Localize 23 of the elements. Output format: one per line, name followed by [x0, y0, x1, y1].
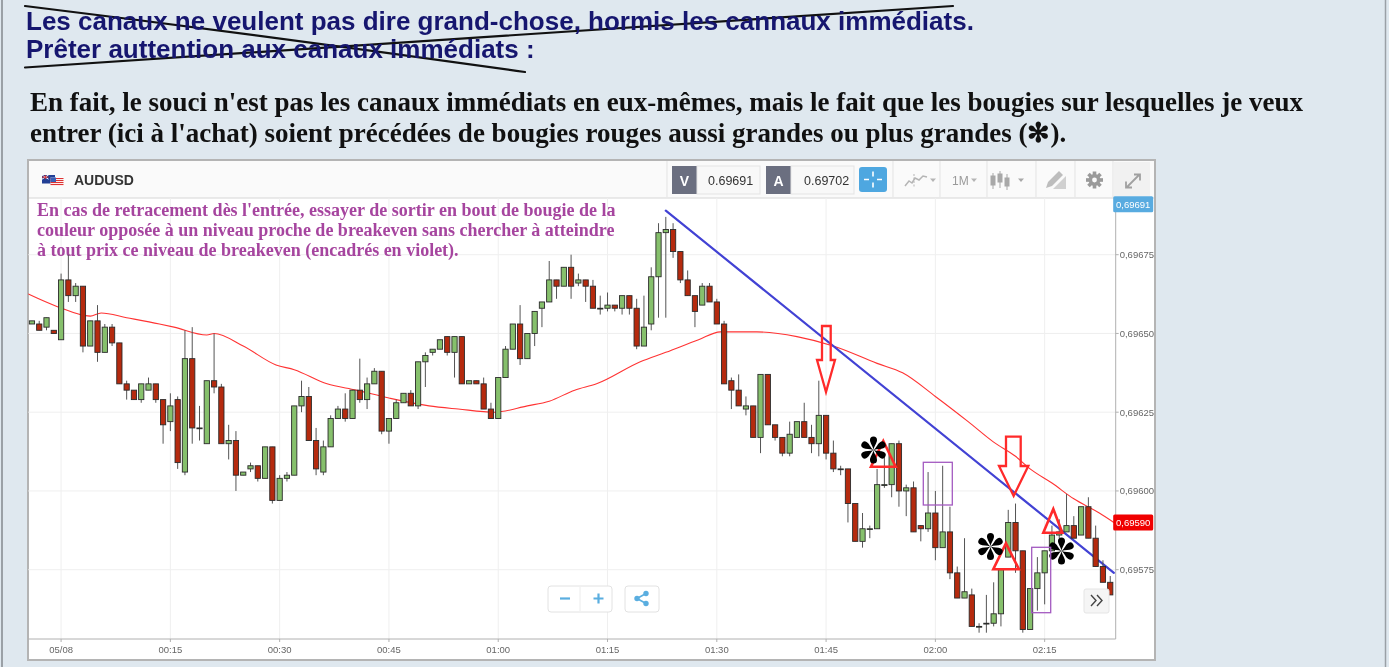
x-tick-label: 02:15 — [1032, 644, 1057, 655]
x-tick-label: 01:30 — [704, 644, 729, 655]
text: A — [773, 172, 784, 189]
text: AUDUSD — [74, 172, 134, 188]
x-tick-label: 02:00 — [923, 644, 948, 655]
x-tick-label: 00:30 — [267, 644, 292, 655]
text: V — [679, 172, 690, 189]
y-tick-label: 0,69600 — [1119, 485, 1155, 497]
text: En fait, le souci n'est pas les canaux immédiats en eux-mêmes, mais le fait que les bougies sur lesquelles je veux entrer (ici à l'achat) soient précédées de bougies rouges aussi grandes ou plus grandes (✻). — [30, 87, 1304, 148]
x-tick-label: 05/08 — [49, 644, 73, 655]
text: 0.69702 — [804, 173, 850, 188]
y-tick-label: 0,69650 — [1119, 327, 1155, 339]
text: 1M — [952, 173, 969, 188]
x-tick-label: 01:45 — [814, 644, 838, 655]
y-tick-label: 0,69675 — [1119, 249, 1155, 261]
y-tick-label: 0,69575 — [1119, 564, 1155, 576]
x-tick-label: 00:15 — [158, 644, 183, 655]
y-tick-label: 0,69625 — [1119, 406, 1155, 418]
x-tick-label: 00:45 — [377, 644, 401, 655]
x-tick-label: 01:15 — [595, 644, 620, 655]
text: 0.69691 — [708, 173, 754, 188]
annotation: En cas de retracement dès l'entrée, essayer de sortir en bout de bougie de la couleur opposée à un niveau proche de breakeven sans chercher à atteindre à tout prix ce niveau de breakeven (encadrés en violet). — [37, 200, 616, 261]
x-tick-label: 01:00 — [486, 644, 511, 655]
